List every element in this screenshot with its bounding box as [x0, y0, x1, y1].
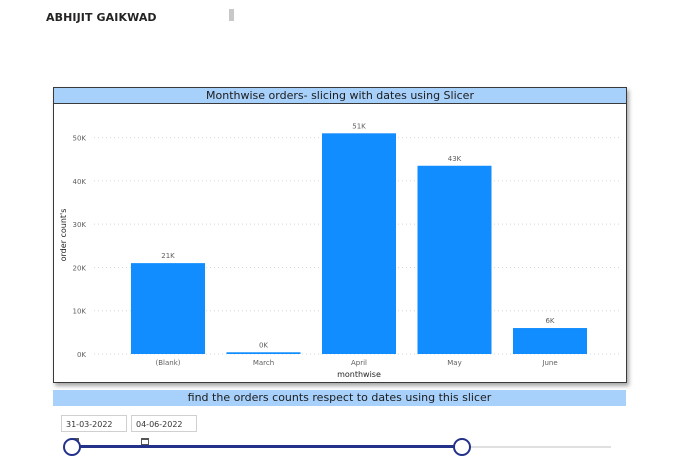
x-axis-title: monthwise	[337, 370, 381, 379]
author-name: ABHIJIT GAIKWAD	[46, 11, 157, 24]
data-label: 0K	[259, 341, 268, 349]
slicer-title: find the orders counts respect to dates …	[53, 390, 626, 406]
data-label: 51K	[352, 122, 366, 130]
bar-chart-visual[interactable]: 0K 10K 20K 30K 40K 50K order count's 21K (Blank)…	[53, 87, 627, 383]
x-tick-label: (Blank)	[156, 359, 181, 367]
slider-end-handle[interactable]	[453, 438, 471, 456]
y-tick-label: 20K	[73, 264, 87, 272]
text-cursor-icon	[229, 9, 234, 21]
y-tick-label: 40K	[73, 178, 87, 186]
chart-bar	[513, 328, 587, 354]
y-tick-label: 30K	[73, 221, 87, 229]
chart-bar	[322, 133, 396, 354]
bar-chart: 0K 10K 20K 30K 40K 50K order count's 21K (Blank)…	[59, 122, 619, 379]
end-date-value: 04-06-2022	[136, 420, 183, 429]
start-date-input[interactable]: 31-03-2022	[61, 415, 127, 445]
chart-bar	[131, 263, 205, 354]
y-tick-label: 10K	[73, 308, 87, 316]
x-tick-label: June	[541, 359, 557, 367]
x-tick-label: March	[253, 359, 274, 367]
slider-start-handle[interactable]	[63, 438, 81, 456]
end-date-input[interactable]: 04-06-2022	[131, 415, 197, 445]
slider-selected-range	[71, 445, 461, 448]
y-tick-label: 0K	[77, 351, 86, 359]
y-axis-title: order count's	[59, 209, 68, 262]
data-label: 21K	[161, 252, 175, 260]
chart-bar	[417, 165, 492, 354]
y-tick-label: 50K	[73, 135, 87, 143]
x-tick-label: April	[351, 359, 367, 367]
data-label: 6K	[545, 317, 554, 325]
data-label: 43K	[448, 155, 462, 163]
chart-title: Monthwise orders- slicing with dates usi…	[54, 88, 626, 104]
start-date-value: 31-03-2022	[66, 420, 113, 429]
x-tick-label: May	[447, 359, 461, 367]
calendar-icon[interactable]	[141, 438, 149, 445]
chart-bar	[226, 352, 301, 354]
